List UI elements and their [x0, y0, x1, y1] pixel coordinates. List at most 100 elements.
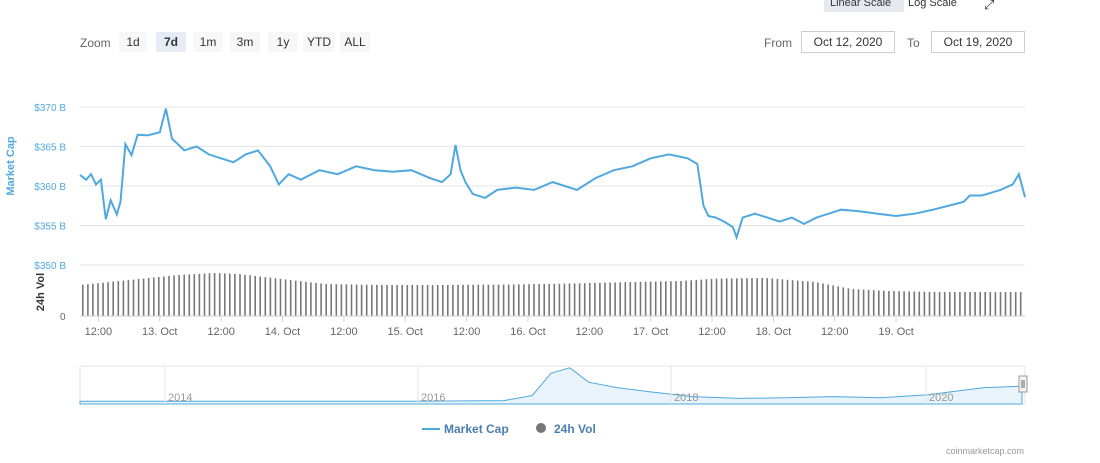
volume-bar	[654, 281, 657, 316]
volume-bar	[254, 275, 256, 316]
volume-bar	[310, 282, 312, 316]
zoom-all-button[interactable]: ALL	[340, 32, 370, 52]
fullscreen-icon[interactable]: ⤢	[984, 0, 995, 12]
x-tick-label: 12:00	[576, 326, 604, 338]
volume-bar	[274, 278, 277, 316]
zoom-1y-button[interactable]: 1y	[268, 32, 298, 52]
volume-bar	[112, 281, 114, 316]
navigator-year-label: 2020	[929, 392, 953, 404]
volume-bar	[589, 283, 591, 316]
volume-bar	[264, 277, 267, 316]
navigator-series-area	[79, 367, 1023, 405]
volume-bar	[746, 278, 748, 316]
volume-bar	[867, 289, 870, 316]
volume-bar	[715, 278, 718, 316]
volume-bar	[208, 273, 211, 316]
volume-bar	[401, 285, 403, 316]
volume-bar	[923, 291, 926, 316]
volume-bar	[244, 274, 246, 316]
volume-bar	[142, 278, 145, 316]
volume-bar	[594, 282, 596, 316]
volume-bar	[512, 284, 515, 316]
volume-bar	[807, 281, 809, 316]
volume-bar	[127, 280, 130, 316]
log-scale-button[interactable]: Log Scale	[908, 0, 957, 9]
range-to-input[interactable]: Oct 19, 2020	[931, 31, 1025, 53]
zoom-1m-button[interactable]: 1m	[193, 32, 223, 52]
volume-bar	[330, 284, 332, 316]
volume-bar	[421, 285, 424, 316]
volume-bar	[218, 273, 221, 316]
volume-bar	[376, 284, 378, 316]
navigator-year-label: 2014	[168, 392, 192, 404]
zoom-ytd-button[interactable]: YTD	[303, 32, 335, 52]
volume-bar	[132, 279, 135, 316]
volume-bar	[903, 291, 905, 316]
y-axis-label-market-cap: Market Cap	[5, 136, 17, 196]
volume-bar	[695, 279, 698, 316]
volume-bar	[416, 285, 419, 316]
legend-label-market-cap: Market Cap	[444, 422, 509, 436]
volume-bar	[796, 280, 799, 316]
volume-bar	[883, 290, 885, 316]
volume-bar	[994, 292, 997, 316]
volume-bar	[730, 278, 733, 316]
volume-bar	[852, 289, 855, 316]
volume-bar	[766, 278, 768, 316]
volume-bar	[325, 284, 327, 316]
x-tick-label: 12:00	[821, 326, 849, 338]
legend-item-market-cap[interactable]: Market Cap	[422, 422, 509, 436]
range-from-input[interactable]: Oct 12, 2020	[801, 31, 895, 53]
volume-bar	[634, 281, 637, 316]
navigator-handle[interactable]	[1018, 375, 1028, 393]
legend: Market Cap 24h Vol	[422, 422, 596, 436]
navigator[interactable]: 2014 2016 2018 2020	[79, 365, 1028, 405]
x-tick-label: 12:00	[453, 326, 481, 338]
volume-bar	[837, 286, 839, 316]
volume-bar	[893, 291, 895, 316]
volume-bar	[183, 274, 185, 316]
y-tick-label: $355 B	[34, 222, 66, 233]
volume-bar	[720, 278, 723, 316]
linear-scale-button[interactable]: Linear Scale	[824, 0, 904, 12]
x-tick-label: 12:00	[85, 326, 113, 338]
zoom-3m-button[interactable]: 3m	[230, 32, 260, 52]
volume-bar	[239, 274, 241, 316]
volume-bar	[786, 279, 789, 316]
volume-bar	[158, 277, 160, 316]
volume-bar	[685, 280, 687, 316]
legend-label-24h-vol: 24h Vol	[554, 422, 596, 436]
volume-bar	[888, 291, 890, 316]
volume-bar	[102, 282, 104, 316]
volume-bar	[827, 284, 829, 316]
volume-bar	[284, 279, 287, 316]
volume-bar	[518, 284, 520, 316]
volume-bar	[933, 291, 936, 316]
volume-bar	[391, 285, 393, 316]
legend-item-24h-vol[interactable]: 24h Vol	[536, 422, 596, 436]
volume-bar	[857, 289, 860, 316]
credits-link[interactable]: coinmarketcap.com	[945, 446, 1024, 456]
volume-bar	[198, 273, 201, 316]
volume-bar	[350, 284, 353, 316]
volume-bar	[629, 282, 632, 316]
zoom-7d-button[interactable]: 7d	[156, 32, 186, 52]
volume-bar	[568, 283, 571, 316]
volume-bar	[107, 282, 109, 316]
volume-bar	[381, 284, 383, 316]
volume-bar	[974, 292, 976, 316]
range-from-label: From	[764, 36, 792, 50]
volume-bar	[97, 283, 99, 316]
zoom-1d-button[interactable]: 1d	[119, 32, 147, 52]
volume-bar	[147, 278, 150, 316]
volume-bar	[92, 283, 94, 316]
x-tick-label: 13. Oct	[142, 326, 177, 338]
volume-bar	[249, 275, 251, 316]
volume-bar	[969, 292, 971, 316]
volume-bar	[153, 277, 155, 316]
volume-bar	[462, 284, 464, 316]
volume-bar	[599, 282, 601, 316]
volume-bar	[984, 292, 986, 316]
volume-bar	[558, 283, 561, 316]
volume-bar	[229, 273, 231, 316]
